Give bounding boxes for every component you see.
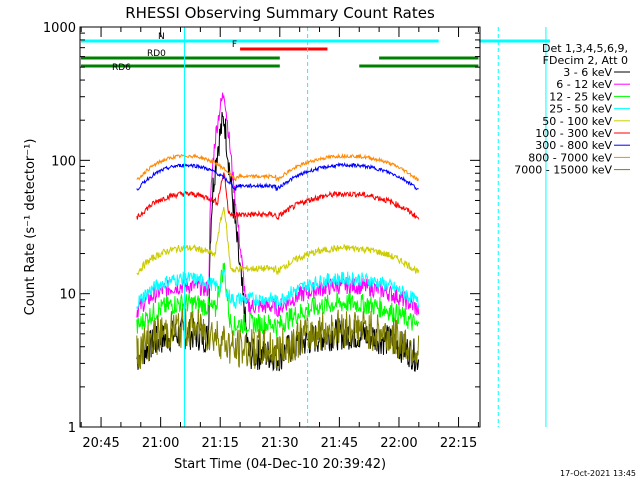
legend-entry: 50 - 100 keV bbox=[542, 115, 612, 128]
vertical-marker-lines bbox=[183, 27, 547, 427]
y-tick-label: 100 bbox=[51, 154, 76, 169]
legend-header: FDecim 2, Att 0 bbox=[543, 54, 628, 67]
y-tick-label: 1000 bbox=[43, 21, 76, 36]
series-line-4 bbox=[136, 206, 420, 276]
y-axis-label: Count Rate (s⁻¹ detector⁻¹) bbox=[23, 139, 38, 316]
legend-entry: 25 - 50 keV bbox=[549, 103, 612, 116]
series-line-5 bbox=[136, 172, 420, 221]
legend-entry: 6 - 12 keV bbox=[556, 78, 612, 91]
x-axis-label: Start Time (04-Dec-10 20:39:42) bbox=[174, 457, 386, 472]
legend: Det 1,3,4,5,6,9,FDecim 2, Att 03 - 6 keV… bbox=[514, 42, 630, 177]
x-tick-label: 22:00 bbox=[380, 436, 417, 451]
chart-title: RHESSI Observing Summary Count Rates bbox=[125, 4, 435, 22]
series-line-7 bbox=[136, 152, 420, 183]
legend-entry: 800 - 7000 keV bbox=[528, 151, 612, 164]
x-tick-label: 21:00 bbox=[142, 436, 179, 451]
annotation-bars: N F RD0 RD6 bbox=[81, 32, 550, 73]
y-tick-label: 1 bbox=[68, 421, 76, 436]
footer-timestamp: 17-Oct-2021 13:45 bbox=[560, 469, 636, 478]
series-line-6 bbox=[136, 162, 419, 192]
x-tick-label: 21:15 bbox=[201, 436, 238, 451]
legend-entry: 12 - 25 keV bbox=[549, 90, 612, 103]
series-line-2 bbox=[136, 262, 420, 338]
annotation-label: RD0 bbox=[147, 49, 166, 59]
x-tick-label: 21:30 bbox=[261, 436, 298, 451]
x-tick-label: 20:45 bbox=[82, 436, 119, 451]
x-axis: 20:45 21:00 21:15 21:30 21:45 22:00 22:15 bbox=[80, 27, 479, 451]
legend-entry: 3 - 6 keV bbox=[563, 66, 612, 79]
series-line-3 bbox=[136, 268, 420, 310]
data-series bbox=[136, 92, 420, 372]
x-tick-label: 21:45 bbox=[321, 436, 358, 451]
annotation-label: F bbox=[232, 40, 237, 50]
y-tick-label: 10 bbox=[59, 288, 76, 303]
legend-entry: 7000 - 15000 keV bbox=[514, 164, 612, 177]
legend-entry: 300 - 800 keV bbox=[535, 139, 612, 152]
y-axis: 1 10 100 1000 bbox=[43, 21, 480, 436]
annotation-label: RD6 bbox=[112, 63, 131, 73]
legend-entry: 100 - 300 keV bbox=[535, 127, 612, 140]
legend-header: Det 1,3,4,5,6,9, bbox=[542, 42, 628, 55]
annotation-label: N bbox=[158, 32, 165, 42]
series-line-8 bbox=[136, 308, 420, 370]
x-tick-label: 22:15 bbox=[440, 436, 477, 451]
